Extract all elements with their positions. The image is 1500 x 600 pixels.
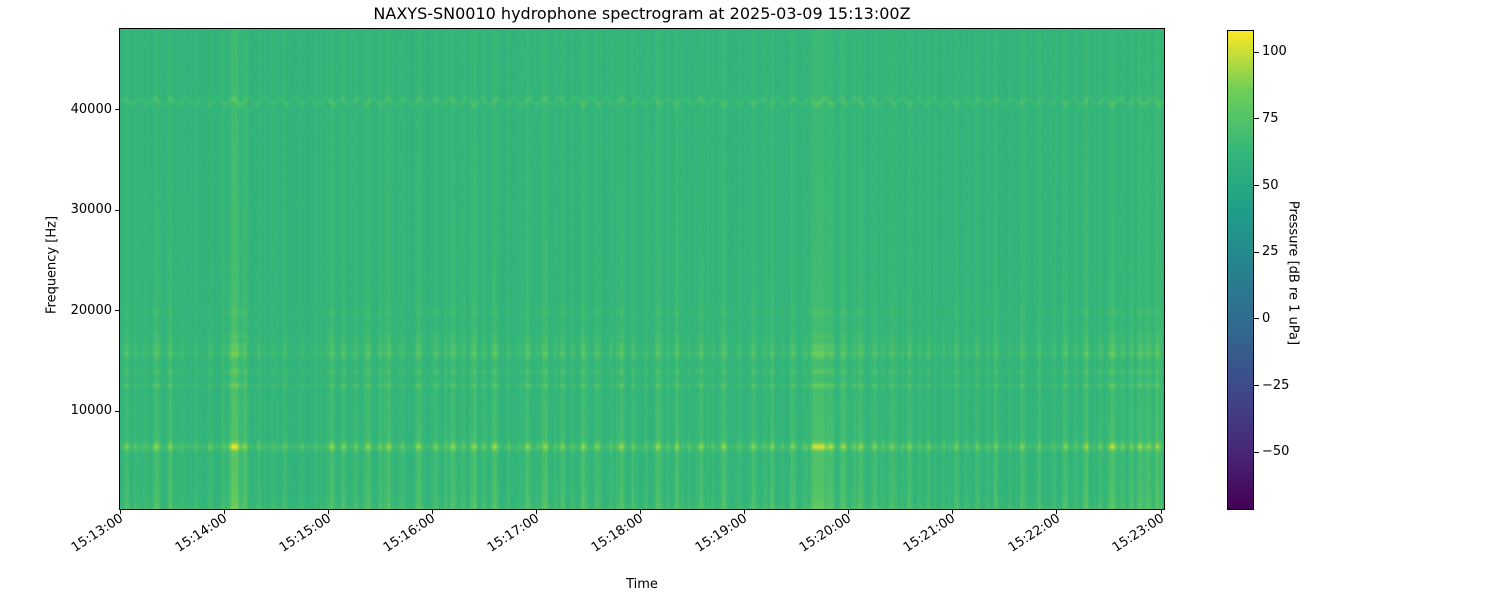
colorbar-tick-label: −25: [1262, 377, 1290, 393]
colorbar-tick: [1254, 251, 1259, 253]
colorbar-tick: [1254, 318, 1259, 320]
colorbar-label: Pressure [dB re 1 uPa]: [1285, 200, 1301, 346]
y-axis-tick-label: 30000: [70, 202, 112, 218]
y-axis-tick-label: 10000: [70, 403, 112, 419]
y-axis-tick: [115, 109, 120, 111]
x-axis-tick: [327, 510, 329, 514]
x-axis-tick-label: 15:20:00: [797, 511, 855, 556]
x-axis-tick: [952, 510, 954, 514]
x-axis-tick-label: 15:13:00: [68, 511, 126, 556]
y-axis-tick-label: 20000: [70, 302, 112, 318]
y-axis-label: Frequency [Hz]: [44, 215, 60, 315]
colorbar-tick: [1254, 185, 1259, 187]
x-axis-tick-label: 15:22:00: [1005, 511, 1063, 556]
chart-title: NAXYS-SN0010 hydrophone spectrogram at 2…: [373, 4, 911, 23]
x-axis-tick-label: 15:17:00: [484, 511, 543, 556]
x-axis-tick-label: 15:19:00: [693, 511, 751, 556]
colorbar-tick: [1254, 118, 1259, 120]
x-axis-tick-label: 15:21:00: [901, 511, 959, 556]
colorbar-tick-label: −50: [1262, 444, 1290, 460]
colorbar-tick: [1254, 385, 1259, 387]
y-axis-tick-label: 40000: [70, 101, 112, 117]
x-axis-tick: [640, 510, 642, 514]
spectrogram-image: [120, 29, 1164, 509]
colorbar-tick-label: 50: [1262, 177, 1279, 193]
x-axis-tick-label: 15:14:00: [172, 511, 230, 556]
x-axis-tick-label: 15:18:00: [589, 511, 647, 556]
x-axis-tick-label: 15:15:00: [276, 511, 334, 556]
spectrogram-plot: [119, 28, 1165, 510]
x-axis-tick: [1056, 510, 1058, 514]
x-axis-tick: [1160, 510, 1162, 514]
x-axis-tick: [119, 510, 121, 514]
x-axis-tick: [848, 510, 850, 514]
colorbar: [1227, 30, 1254, 510]
colorbar-image: [1228, 31, 1253, 509]
colorbar-tick: [1254, 51, 1259, 53]
colorbar-tick-label: 100: [1262, 44, 1287, 60]
y-axis-tick: [115, 209, 120, 211]
x-axis-tick: [223, 510, 225, 514]
x-axis-tick: [535, 510, 537, 514]
y-axis-tick: [115, 310, 120, 312]
x-axis-tick-label: 15:23:00: [1109, 511, 1167, 556]
y-axis-tick: [115, 410, 120, 412]
x-axis-tick: [431, 510, 433, 514]
x-axis-tick-label: 15:16:00: [380, 511, 438, 556]
colorbar-tick-label: 75: [1262, 110, 1279, 126]
x-axis-label: Time: [626, 577, 658, 592]
colorbar-tick-label: 25: [1262, 244, 1279, 260]
x-axis-tick: [744, 510, 746, 514]
colorbar-tick: [1254, 451, 1259, 453]
colorbar-tick-label: 0: [1262, 310, 1271, 326]
